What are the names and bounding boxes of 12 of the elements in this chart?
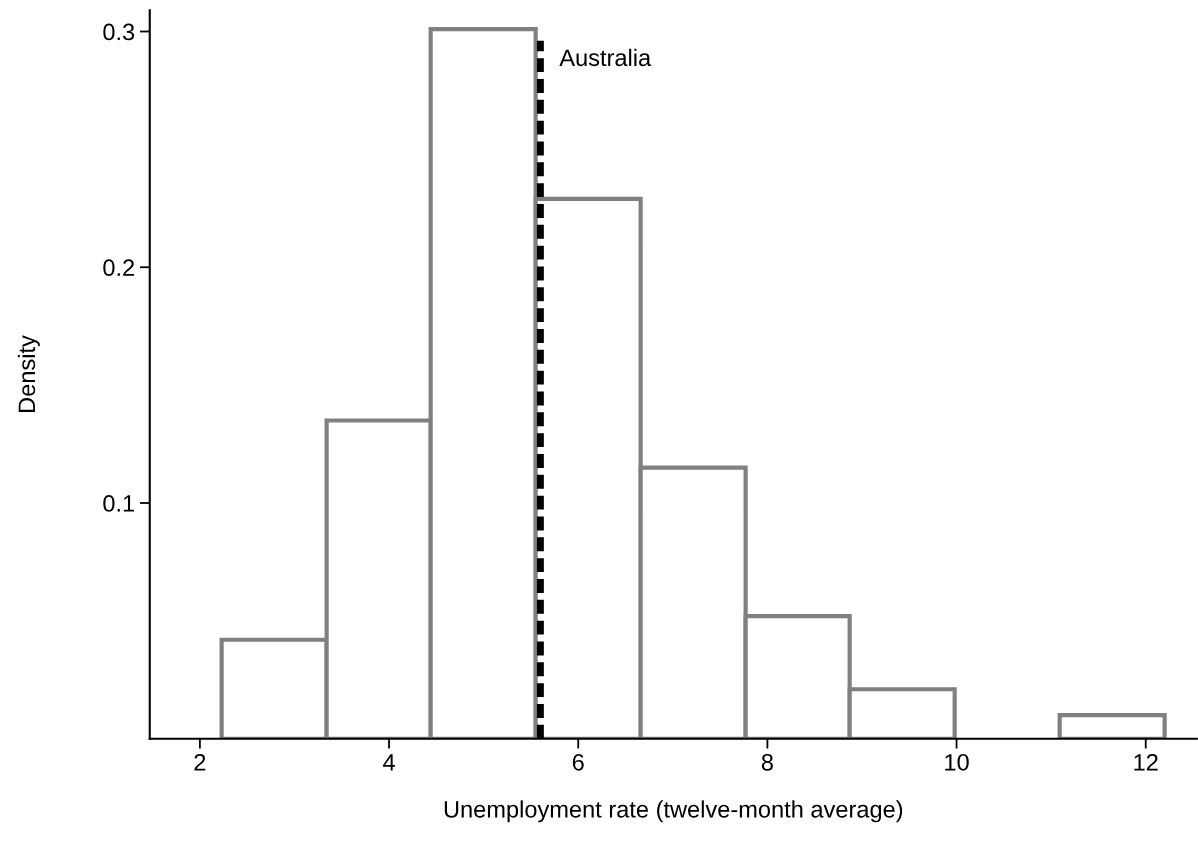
- y-tick-label: 0.3: [103, 23, 135, 41]
- x-tick-label: 12: [1134, 753, 1158, 771]
- x-axis-title: Unemployment rate (twelve-month average): [444, 800, 903, 823]
- x-tick-label: 2: [194, 753, 206, 771]
- y-axis-title: Density: [17, 335, 40, 412]
- x-tick-label: 8: [761, 753, 773, 771]
- x-tick-label: 10: [945, 753, 969, 771]
- ref-line-label: Australia: [559, 48, 652, 67]
- y-tick-label: 0.1: [103, 495, 135, 512]
- x-tick-label: 6: [572, 753, 584, 771]
- y-tick-label: 0.2: [103, 259, 134, 277]
- x-tick-label: 4: [383, 754, 395, 771]
